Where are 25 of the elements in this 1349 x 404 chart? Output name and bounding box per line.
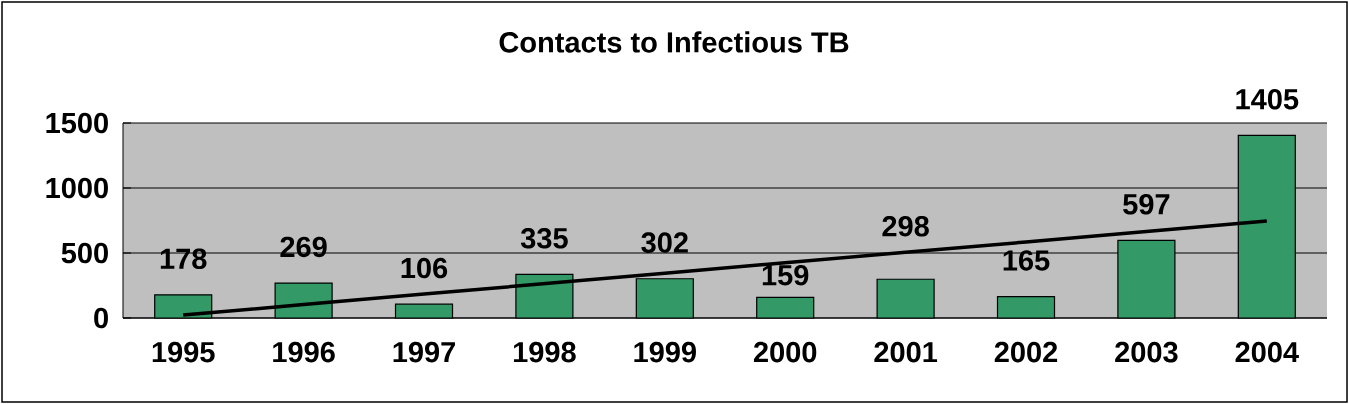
x-tick-label: 2000 [753,341,817,363]
data-label: 165 [1003,250,1050,271]
x-tick-label: 2001 [874,341,938,363]
data-label: 302 [641,232,688,253]
y-tick-label: 0 [94,307,108,329]
data-label: 298 [882,215,929,237]
data-label: 178 [160,248,207,269]
data-label: 335 [520,228,568,249]
data-label: 597 [1123,193,1170,215]
x-tick-label: 1999 [634,341,696,363]
x-tick-label: 1998 [513,341,576,363]
x-tick-label: 2003 [1115,341,1178,363]
y-tick-label: 1000 [46,177,108,199]
x-tick-label: 2004 [1235,341,1299,363]
data-label: 269 [280,236,327,258]
data-label: 159 [762,264,809,286]
x-tick-label: 1995 [152,341,215,363]
data-label: 106 [401,257,448,279]
x-tick-label: 2002 [994,341,1058,363]
y-tick-label: 1500 [46,112,108,134]
x-tick-label: 1996 [273,341,335,363]
x-tick-label: 1997 [393,341,455,363]
y-tick-label: 500 [61,242,108,264]
data-label: 1405 [1236,88,1299,110]
chart-title: Contacts to Infectious TB [499,31,849,53]
